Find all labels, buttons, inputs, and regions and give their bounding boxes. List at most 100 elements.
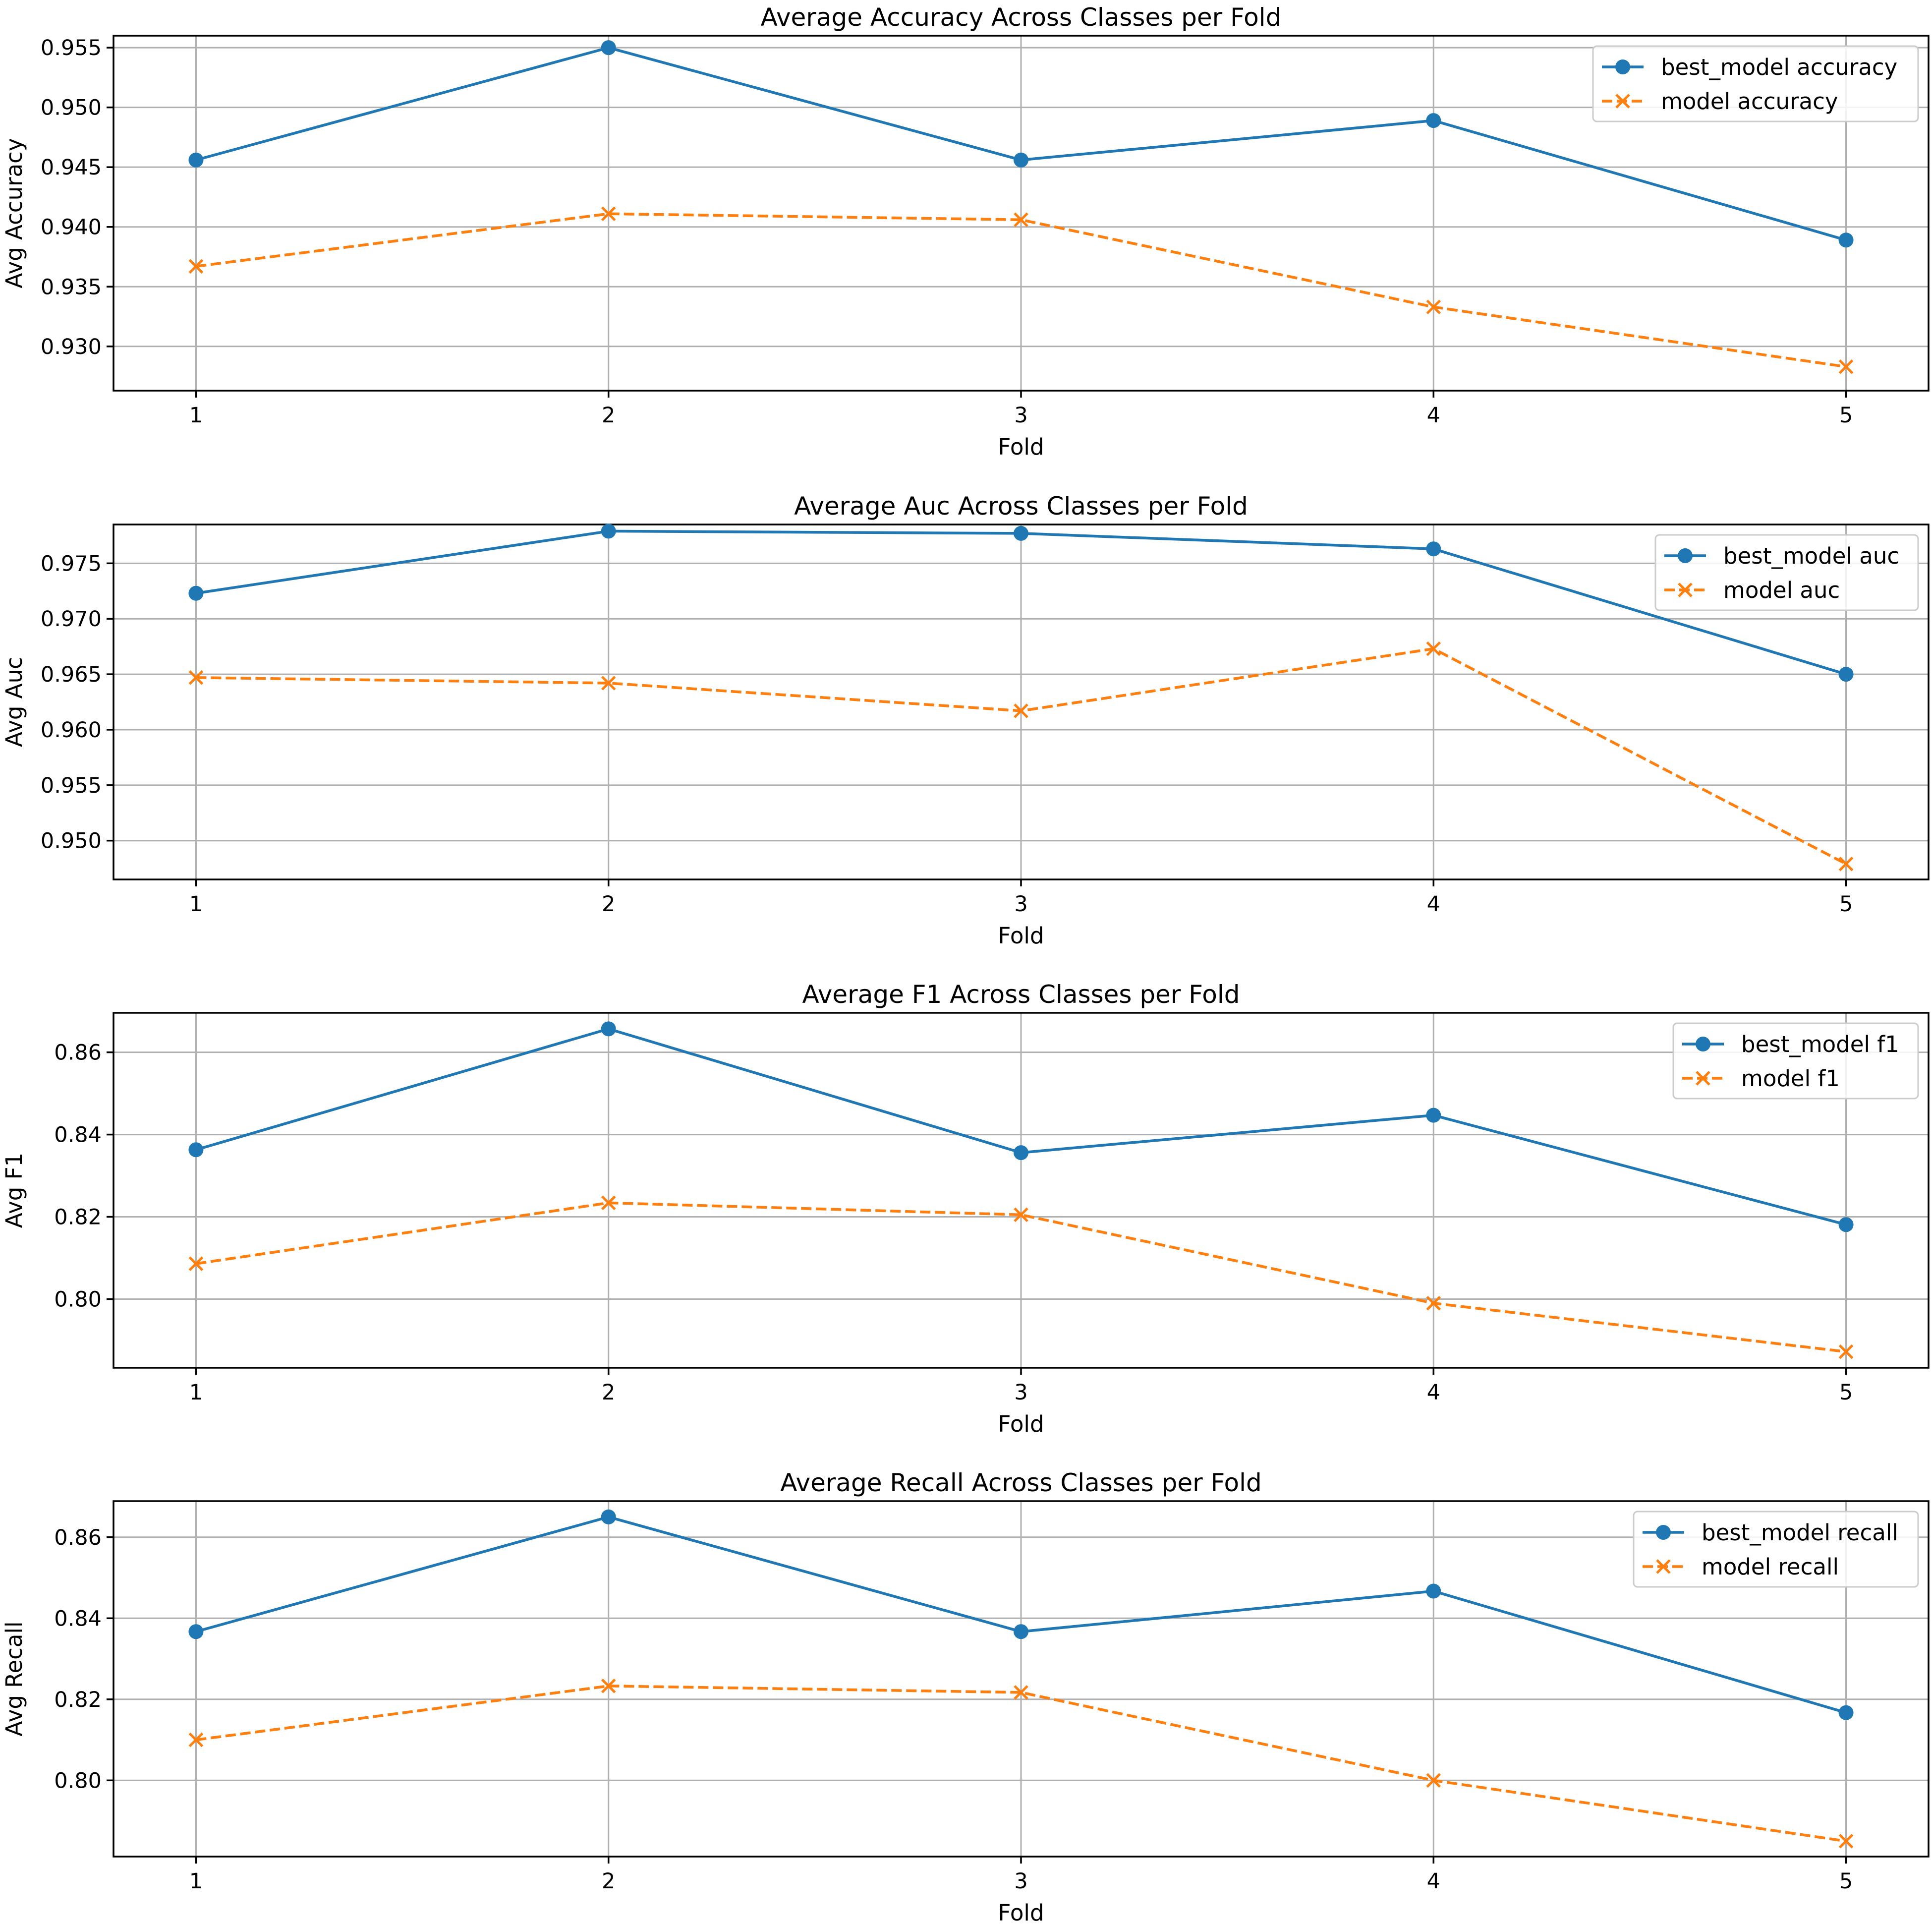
y-tick-label: 0.80 (54, 1287, 102, 1312)
data-point-marker (188, 1624, 204, 1639)
x-tick-label: 2 (602, 1380, 615, 1405)
x-tick-label: 2 (602, 403, 615, 428)
data-point-marker (1014, 152, 1028, 168)
data-point-marker (188, 670, 204, 685)
y-tick-label: 0.82 (54, 1688, 102, 1712)
data-point-marker (1014, 1145, 1028, 1161)
data-point-marker (1014, 703, 1028, 718)
x-tick-label: 3 (1014, 1869, 1027, 1894)
legend-label: best_model accuracy (1661, 54, 1897, 80)
data-point-marker (188, 585, 204, 601)
x-axis-label: Fold (998, 1411, 1044, 1437)
chart-title: Average Recall Across Classes per Fold (780, 1468, 1262, 1497)
data-point-marker (1426, 1583, 1441, 1599)
chart-panel-1: Average Accuracy Across Classes per Fold… (1, 3, 1930, 460)
data-point-marker (1426, 641, 1441, 656)
y-tick-label: 0.955 (41, 36, 102, 60)
data-point-marker (601, 1195, 616, 1211)
y-axis-label: Avg Auc (1, 657, 27, 747)
legend-marker (1615, 59, 1630, 74)
x-tick-label: 1 (189, 1869, 203, 1894)
x-tick-label: 3 (1014, 1380, 1027, 1405)
chart-panel-3: Average F1 Across Classes per Fold 1 2 3 4 5 0… (1, 980, 1930, 1437)
legend-box (1654, 534, 1919, 611)
y-tick-label: 0.945 (41, 155, 102, 180)
data-point-marker (1838, 1344, 1854, 1359)
legend-box (1592, 45, 1919, 122)
data-point-marker (188, 1142, 204, 1158)
legend-label: best_model f1 (1741, 1031, 1899, 1057)
data-point-marker (1014, 525, 1028, 541)
y-tick-label: 0.82 (54, 1205, 102, 1230)
x-tick-label: 2 (602, 892, 615, 917)
x-tick-label: 4 (1427, 892, 1440, 917)
data-point-marker (1014, 1207, 1028, 1223)
y-tick-label: 0.86 (54, 1041, 102, 1065)
data-point-marker (1838, 667, 1854, 682)
legend-marker (1678, 548, 1693, 563)
y-tick-label: 0.975 (41, 551, 102, 576)
y-tick-label: 0.940 (41, 215, 102, 240)
data-point-marker (601, 676, 616, 691)
y-tick-label: 0.86 (54, 1525, 102, 1550)
data-point-marker (1426, 1108, 1441, 1123)
legend-marker (1656, 1559, 1671, 1574)
chart-title: Average F1 Across Classes per Fold (802, 980, 1240, 1009)
data-point-marker (1838, 359, 1854, 374)
legend-label: model recall (1702, 1554, 1839, 1580)
data-point-marker (601, 1679, 616, 1693)
y-tick-label: 0.950 (41, 96, 102, 120)
x-tick-label: 5 (1839, 892, 1853, 917)
data-point-marker (1426, 299, 1441, 315)
chart-panel-4: Average Recall Across Classes per Fold 1 2… (1, 1468, 1930, 1924)
data-point-marker (1838, 856, 1854, 872)
y-tick-label: 0.84 (54, 1123, 102, 1148)
x-tick-label: 4 (1427, 1380, 1440, 1405)
data-point-marker (601, 1021, 616, 1037)
y-tick-label: 0.80 (54, 1768, 102, 1793)
data-point-marker (1838, 233, 1854, 248)
x-tick-label: 2 (602, 1869, 615, 1894)
data-point-marker (1838, 1217, 1854, 1232)
data-point-marker (601, 206, 616, 221)
y-tick-label: 0.965 (41, 662, 102, 687)
data-point-marker (1426, 541, 1441, 557)
data-point-marker (188, 259, 204, 274)
y-axis-label: Avg Recall (1, 1622, 27, 1737)
legend-label: best_model auc (1723, 543, 1899, 569)
y-tick-label: 0.84 (54, 1606, 102, 1631)
x-tick-label: 5 (1839, 1380, 1853, 1405)
data-point-marker (1014, 1685, 1028, 1700)
y-axis-label: Avg F1 (1, 1153, 27, 1228)
legend-marker (1615, 94, 1630, 109)
x-tick-label: 1 (189, 1380, 203, 1405)
data-point-marker (1014, 212, 1028, 228)
series-line-2 (196, 212, 1846, 368)
x-axis-label: Fold (998, 1900, 1044, 1924)
legend-box (1672, 1022, 1919, 1100)
chart-title: Average Auc Across Classes per Fold (794, 492, 1248, 521)
chart-panel-2: Average Auc Across Classes per Fold 1 2 3 4 5… (1, 492, 1930, 949)
data-point-marker (601, 40, 616, 56)
series-line-2 (196, 1201, 1846, 1353)
data-point-marker (1838, 1705, 1854, 1720)
data-point-marker (1426, 113, 1441, 128)
chart-title: Average Accuracy Across Classes per Fold (761, 3, 1282, 32)
data-point-marker (188, 1732, 204, 1748)
legend-label: model f1 (1741, 1065, 1840, 1092)
x-tick-label: 5 (1839, 1869, 1853, 1894)
legend-marker (1696, 1037, 1710, 1051)
series-line-2 (196, 1685, 1846, 1843)
legend-marker (1696, 1071, 1710, 1086)
x-tick-label: 4 (1427, 403, 1440, 428)
data-point-marker (601, 1509, 616, 1524)
data-point-marker (601, 524, 616, 539)
x-tick-label: 1 (189, 892, 203, 917)
data-point-marker (1426, 1773, 1441, 1788)
data-point-marker (1838, 1834, 1854, 1849)
y-tick-label: 0.930 (41, 335, 102, 359)
legend-marker (1678, 583, 1693, 597)
y-tick-label: 0.950 (41, 829, 102, 854)
legend-label: best_model recall (1702, 1519, 1898, 1546)
